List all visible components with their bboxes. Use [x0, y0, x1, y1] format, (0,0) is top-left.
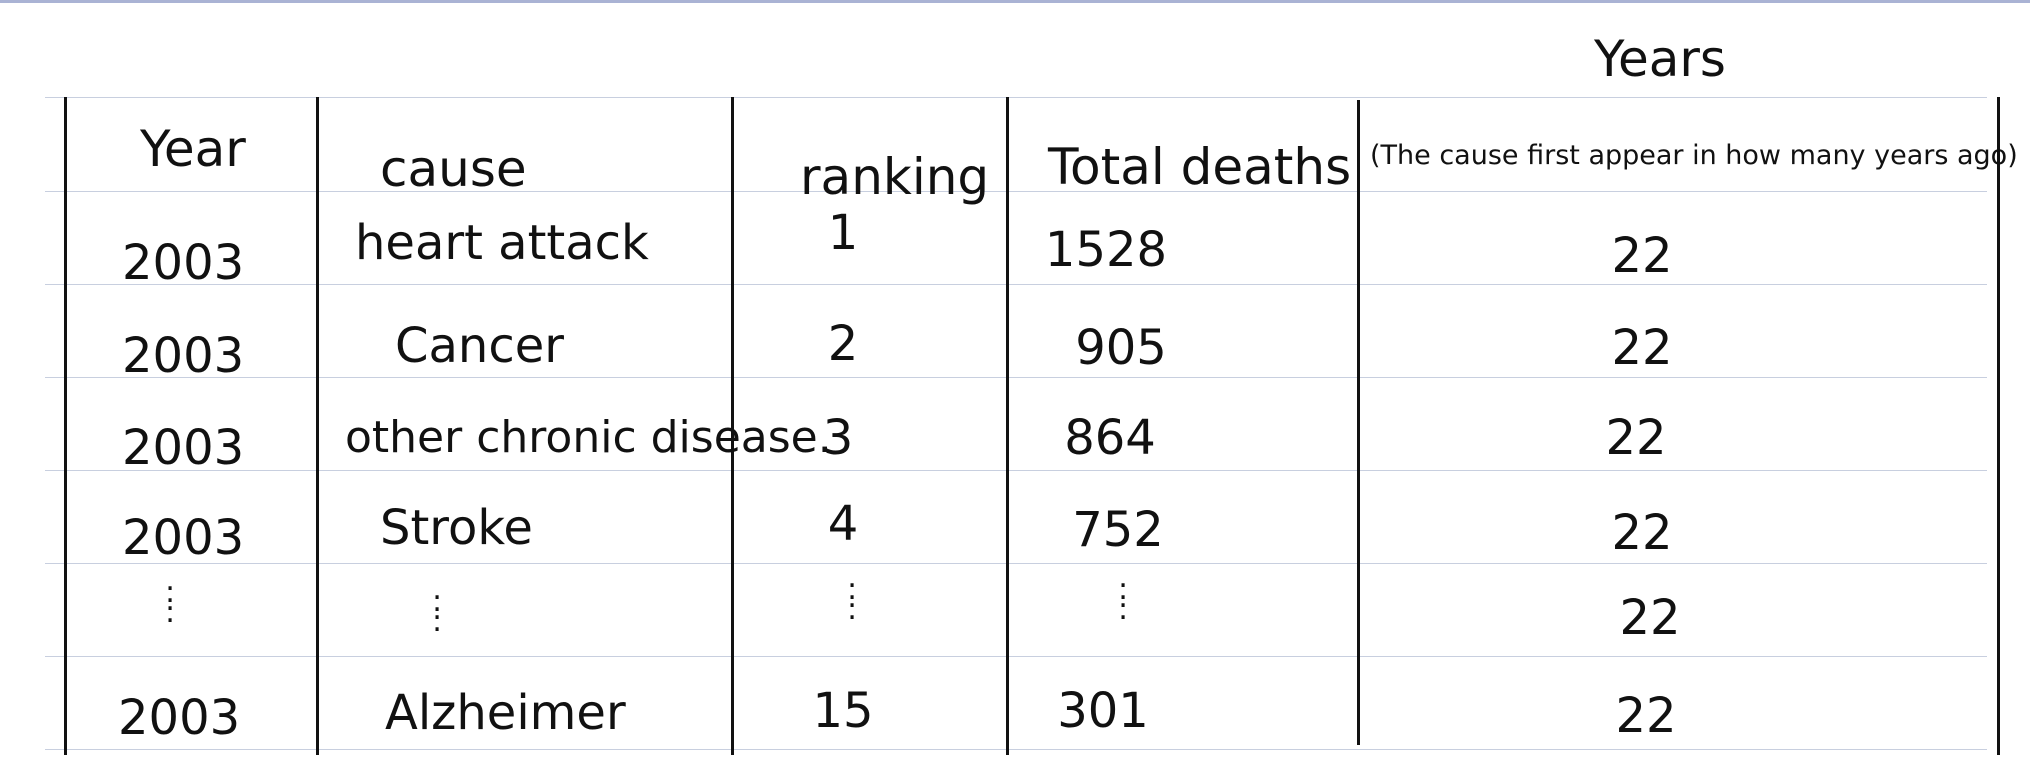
cell-year: 2003: [118, 690, 241, 746]
cell-cause: Cancer: [395, 318, 565, 374]
header-years-description: (The cause first appear in how many year…: [1370, 140, 2018, 171]
cell-years: 22: [1619, 590, 1681, 646]
cell-years: 22: [1611, 228, 1673, 284]
cell-total-deaths: 752: [1072, 502, 1164, 558]
cell-total-deaths: 1528: [1044, 222, 1168, 278]
column-divider: [1006, 97, 1009, 755]
ruled-line: [45, 377, 1987, 378]
ruled-line: [45, 563, 1987, 564]
column-divider: [1357, 100, 1360, 745]
header-ranking: ranking: [800, 148, 990, 206]
cell-total-deaths-ellipsis: ::: [1117, 572, 1129, 627]
cell-ranking: 15: [812, 683, 874, 739]
ruled-line: [45, 470, 1987, 471]
ruled-line: [45, 97, 1987, 98]
cell-ranking-ellipsis: ::: [846, 572, 858, 627]
cell-cause: Alzheimer: [385, 685, 626, 741]
ruled-line: [45, 656, 1987, 657]
cell-years: 22: [1611, 505, 1673, 561]
cell-year: 2003: [122, 328, 245, 384]
column-divider: [316, 97, 319, 755]
cell-year: 2003: [122, 510, 245, 566]
cell-total-deaths: 905: [1075, 320, 1167, 376]
cell-year-ellipsis: ::: [164, 575, 176, 630]
cell-ranking: 3: [822, 410, 854, 466]
cell-years: 22: [1615, 688, 1677, 744]
cell-total-deaths: 864: [1064, 410, 1156, 466]
cell-cause: other chronic disease.: [345, 412, 832, 463]
cell-total-deaths: 301: [1057, 683, 1149, 739]
cell-year: 2003: [122, 235, 245, 291]
ruled-line: [45, 191, 1987, 192]
cell-year: 2003: [122, 420, 245, 476]
column-divider: [1997, 97, 2000, 755]
cell-cause: Stroke: [380, 500, 533, 556]
ruled-line: [45, 749, 1987, 750]
header-total-deaths: Total deaths: [1048, 138, 1352, 196]
cell-cause-ellipsis: ::: [431, 584, 443, 639]
cell-cause: heart attack: [355, 215, 649, 271]
column-divider: [64, 97, 67, 755]
column-divider: [731, 97, 734, 755]
top-border: [0, 0, 2030, 3]
header-cause: cause: [380, 140, 527, 198]
ruled-line: [45, 284, 1987, 285]
cell-ranking: 4: [827, 496, 859, 552]
header-year: Year: [140, 120, 246, 178]
cell-years: 22: [1605, 410, 1667, 466]
header-years-top: Years: [1594, 30, 1726, 88]
cell-ranking: 1: [827, 205, 859, 261]
cell-ranking: 2: [827, 316, 859, 372]
cell-years: 22: [1611, 320, 1673, 376]
